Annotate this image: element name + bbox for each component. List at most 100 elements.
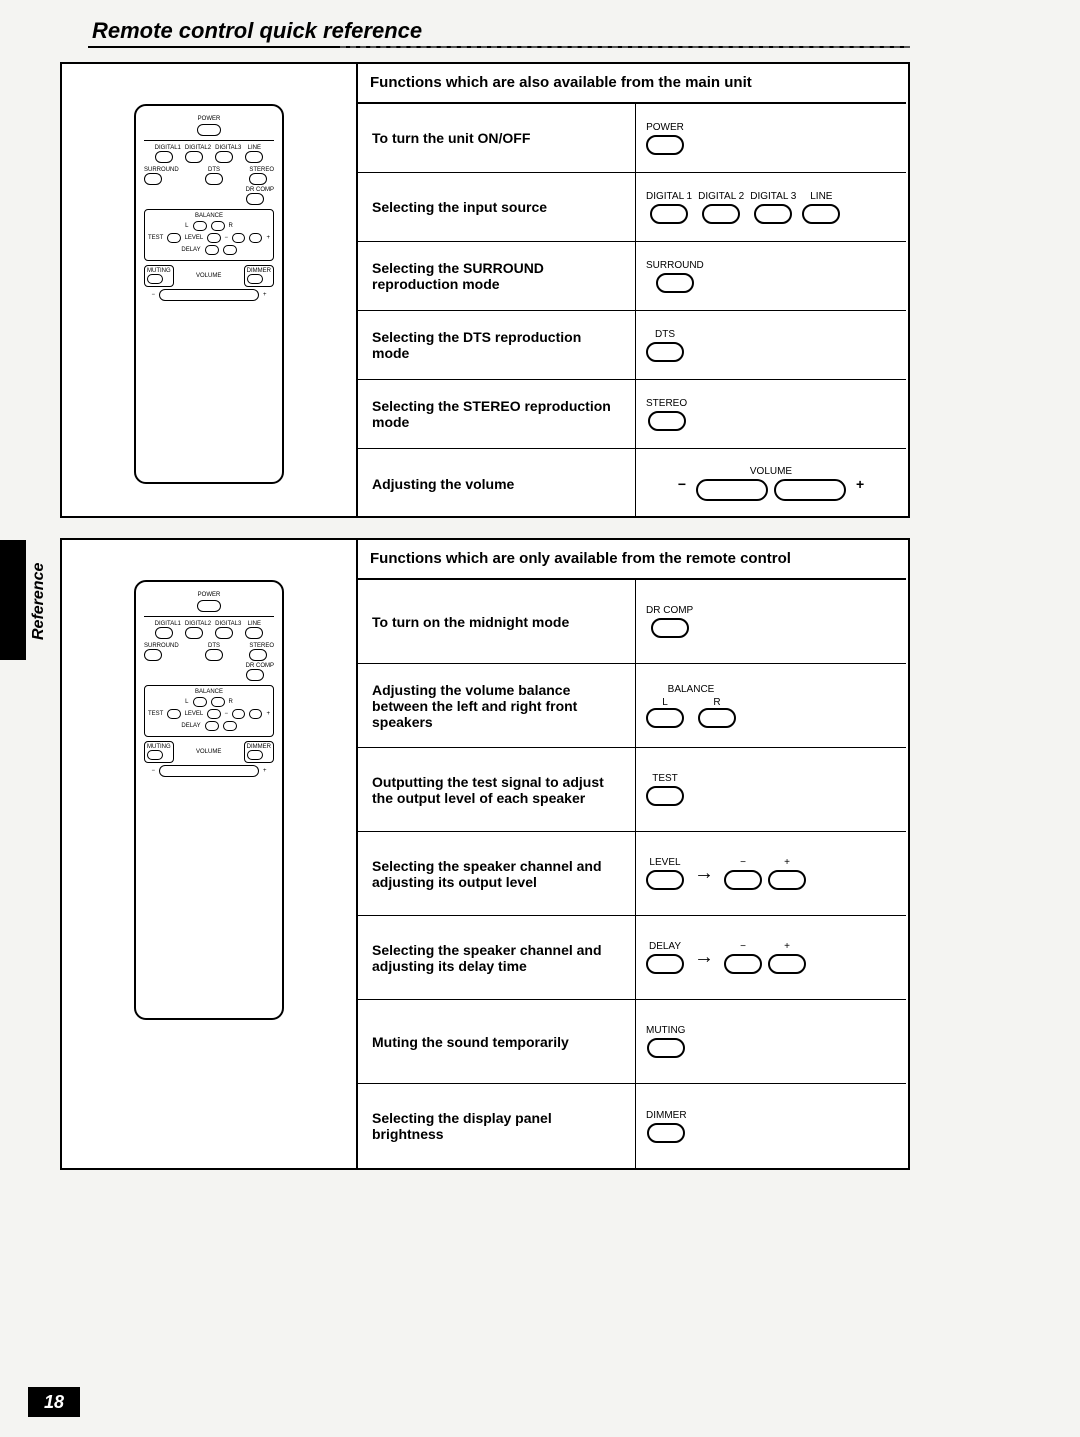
button-label: LINE <box>810 191 832 202</box>
button-diagram: DR COMP <box>646 605 693 638</box>
plus-label: + <box>856 476 864 492</box>
button-label: + <box>784 941 790 952</box>
remote-label-power: POWER <box>144 592 274 598</box>
function-buttons: DR COMP <box>636 599 906 644</box>
function-column: Functions which are also available from … <box>358 64 906 516</box>
button-shape <box>646 870 684 890</box>
button-diagram: POWER <box>646 122 684 155</box>
function-desc: Selecting the STEREO reproduction mode <box>358 380 636 449</box>
function-buttons: BALANCE L R <box>636 678 906 734</box>
remote-label: L <box>185 699 188 705</box>
remote-btn <box>211 221 225 231</box>
title-dashed <box>340 46 910 48</box>
button-shape <box>646 708 684 728</box>
arrow-right-icon: → <box>694 862 714 885</box>
button-label: DIGITAL 3 <box>750 191 796 202</box>
remote-btn <box>155 627 173 639</box>
button-shape <box>698 708 736 728</box>
remote-column: POWER DIGITAL1 DIGITAL2 DIGITAL3 LINE SU… <box>62 64 358 516</box>
remote-label: SURROUND <box>144 643 179 649</box>
remote-btn <box>249 233 262 243</box>
table-row: Selecting the STEREO reproduction mode S… <box>358 380 906 449</box>
remote-btn <box>205 649 223 661</box>
remote-label: LINE <box>245 621 263 627</box>
button-label: L <box>646 697 684 708</box>
remote-label: DIGITAL3 <box>215 145 241 151</box>
page-title: Remote control quick reference <box>92 18 422 44</box>
remote-btn <box>245 151 263 163</box>
remote-btn <box>223 245 237 255</box>
remote-btn <box>205 173 223 185</box>
remote-label: + <box>263 292 267 298</box>
function-buttons: DIMMER <box>636 1104 906 1149</box>
button-label: TEST <box>652 773 678 784</box>
button-label: − <box>740 941 746 952</box>
function-buttons: SURROUND <box>636 254 906 299</box>
remote-label: DIMMER <box>247 744 271 750</box>
button-diagram: VOLUME <box>696 466 846 501</box>
button-shape <box>647 1123 685 1143</box>
function-buttons: STEREO <box>636 392 906 437</box>
remote-label: BALANCE <box>148 689 270 695</box>
remote-label: LEVEL <box>185 711 204 717</box>
button-diagram: TEST <box>646 773 684 806</box>
remote-label: DELAY <box>181 247 200 253</box>
remote-label: VOLUME <box>196 749 221 755</box>
remote-label: TEST <box>148 711 163 717</box>
button-shape <box>650 204 688 224</box>
button-diagram: BALANCE L R <box>646 684 736 728</box>
remote-btn <box>205 721 219 731</box>
remote-label: R <box>229 699 233 705</box>
button-label: − <box>740 857 746 868</box>
button-shape <box>754 204 792 224</box>
button-diagram: STEREO <box>646 398 687 431</box>
button-diagram: + <box>768 941 806 974</box>
remote-label: STEREO <box>249 167 274 173</box>
function-desc: Selecting the speaker channel and adjust… <box>358 832 636 916</box>
remote-btn <box>185 151 203 163</box>
reference-block-remote-only: POWER DIGITAL1 DIGITAL2 DIGITAL3 LINE SU… <box>60 538 910 1170</box>
function-buttons: TEST <box>636 767 906 812</box>
button-shape <box>802 204 840 224</box>
table-row: Muting the sound temporarily MUTING <box>358 1000 906 1084</box>
reference-block-main-unit: POWER DIGITAL1 DIGITAL2 DIGITAL3 LINE SU… <box>60 62 910 518</box>
remote-btn <box>155 151 173 163</box>
remote-btn-volume <box>159 765 259 777</box>
remote-diagram: POWER DIGITAL1 DIGITAL2 DIGITAL3 LINE SU… <box>134 104 284 484</box>
button-diagram: DIGITAL 3 <box>750 191 796 224</box>
remote-label: + <box>266 235 270 241</box>
remote-label: − <box>151 292 155 298</box>
remote-label: − <box>225 235 229 241</box>
remote-label: DIGITAL1 <box>155 145 181 151</box>
remote-label: − <box>225 711 229 717</box>
remote-btn <box>144 173 162 185</box>
function-desc: To turn on the midnight mode <box>358 580 636 664</box>
button-diagram: MUTING <box>646 1025 685 1058</box>
remote-label: DIGITAL3 <box>215 621 241 627</box>
side-label: Reference <box>30 563 48 640</box>
remote-label-power: POWER <box>144 116 274 122</box>
remote-btn <box>193 221 207 231</box>
function-column: Functions which are only available from … <box>358 540 906 1168</box>
side-tab <box>0 540 26 660</box>
button-shape <box>724 954 762 974</box>
remote-btn <box>215 627 233 639</box>
block-header: Functions which are only available from … <box>358 540 906 580</box>
remote-label: DIGITAL2 <box>185 621 211 627</box>
remote-btn <box>197 600 221 612</box>
remote-diagram: POWER DIGITAL1 DIGITAL2 DIGITAL3 LINE SU… <box>134 580 284 1020</box>
remote-btn <box>249 173 267 185</box>
remote-btn <box>247 750 263 760</box>
function-buttons: − VOLUME + <box>636 460 906 507</box>
button-label: DIGITAL 1 <box>646 191 692 202</box>
button-label: + <box>784 857 790 868</box>
button-label: SURROUND <box>646 260 704 271</box>
remote-group-balance: BALANCE LR TESTLEVEL−+ DELAY <box>144 685 274 737</box>
remote-btn <box>232 709 245 719</box>
table-row: Selecting the DTS reproduction mode DTS <box>358 311 906 380</box>
function-buttons: DIGITAL 1 DIGITAL 2 DIGITAL 3 LINE <box>636 185 906 230</box>
function-desc: Selecting the DTS reproduction mode <box>358 311 636 380</box>
page-number: 18 <box>28 1387 80 1417</box>
remote-label: DR COMP <box>246 187 274 193</box>
remote-btn <box>207 233 220 243</box>
